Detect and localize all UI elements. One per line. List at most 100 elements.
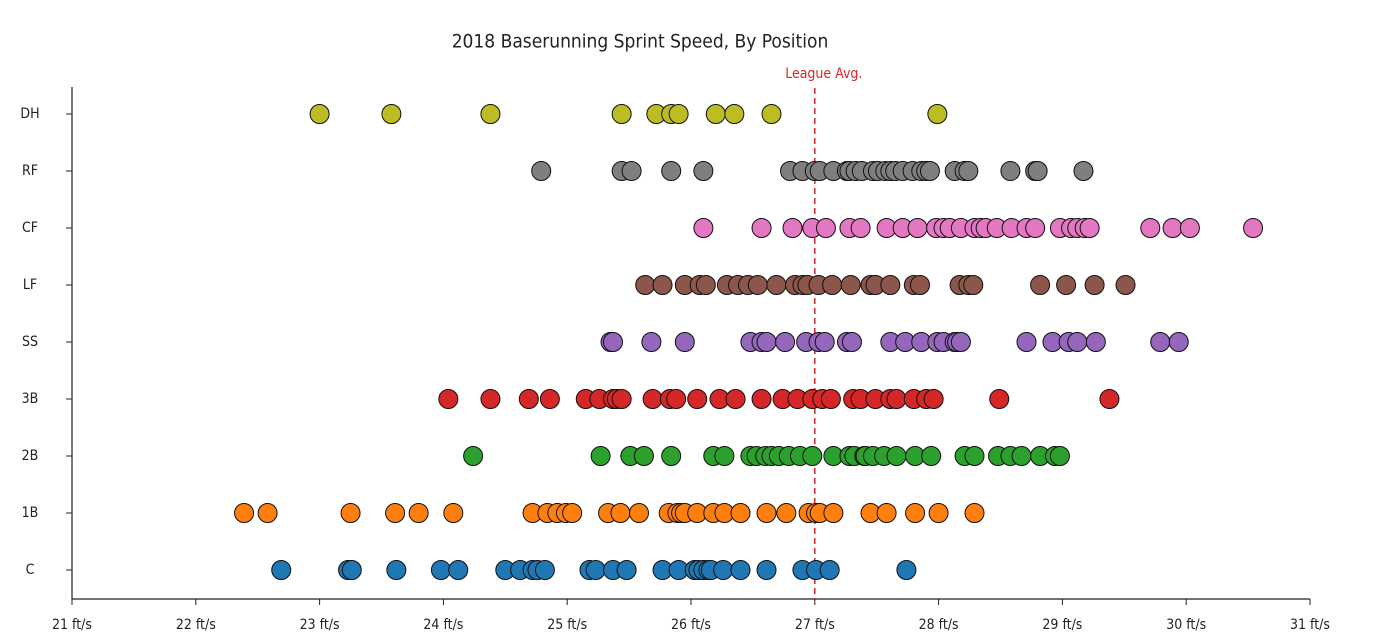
y-tick-label: 2B bbox=[22, 448, 39, 464]
x-tick-label: 23 ft/s bbox=[300, 617, 340, 633]
point bbox=[448, 560, 469, 580]
point bbox=[928, 503, 949, 523]
point bbox=[910, 275, 931, 295]
point bbox=[989, 389, 1010, 409]
point bbox=[531, 161, 552, 181]
point bbox=[1030, 275, 1051, 295]
point bbox=[1085, 332, 1106, 352]
y-tick-label: C bbox=[26, 562, 35, 578]
point bbox=[668, 104, 689, 124]
point bbox=[621, 161, 642, 181]
point bbox=[964, 503, 985, 523]
point bbox=[886, 446, 907, 466]
point bbox=[756, 503, 777, 523]
point bbox=[1179, 218, 1200, 238]
point bbox=[1243, 218, 1264, 238]
x-tick-label: 30 ft/s bbox=[1166, 617, 1206, 633]
point bbox=[518, 389, 539, 409]
point bbox=[950, 332, 971, 352]
point bbox=[963, 275, 984, 295]
point bbox=[896, 560, 917, 580]
point bbox=[751, 389, 772, 409]
point bbox=[562, 503, 583, 523]
point bbox=[850, 218, 871, 238]
point bbox=[730, 503, 751, 523]
point bbox=[661, 446, 682, 466]
point bbox=[958, 161, 979, 181]
point bbox=[340, 503, 361, 523]
y-tick-label: CF bbox=[22, 220, 38, 236]
point bbox=[876, 503, 897, 523]
point bbox=[590, 446, 611, 466]
point bbox=[814, 332, 835, 352]
point bbox=[823, 503, 844, 523]
x-tick-label: 21 ft/s bbox=[52, 617, 92, 633]
point bbox=[271, 560, 292, 580]
point bbox=[724, 104, 745, 124]
point bbox=[695, 275, 716, 295]
point bbox=[1168, 332, 1189, 352]
point bbox=[761, 104, 782, 124]
point bbox=[1140, 218, 1161, 238]
y-tick-label: DH bbox=[20, 106, 39, 122]
point bbox=[714, 446, 735, 466]
point bbox=[693, 161, 714, 181]
x-tick-label: 26 ft/s bbox=[671, 617, 711, 633]
point bbox=[756, 332, 777, 352]
point bbox=[756, 560, 777, 580]
point bbox=[905, 503, 926, 523]
point bbox=[1016, 332, 1037, 352]
point bbox=[766, 275, 787, 295]
point bbox=[1000, 161, 1021, 181]
point bbox=[693, 218, 714, 238]
point bbox=[802, 446, 823, 466]
point bbox=[1027, 161, 1048, 181]
y-tick-label: RF bbox=[22, 163, 38, 179]
point bbox=[652, 275, 673, 295]
point bbox=[1099, 389, 1120, 409]
point bbox=[585, 560, 606, 580]
point bbox=[927, 104, 948, 124]
y-tick-label: 1B bbox=[22, 505, 39, 521]
point bbox=[907, 218, 928, 238]
chart-title: 2018 Baserunning Sprint Speed, By Positi… bbox=[452, 31, 829, 53]
point bbox=[923, 389, 944, 409]
x-tick-label: 24 ft/s bbox=[423, 617, 463, 633]
point bbox=[1025, 218, 1046, 238]
point bbox=[820, 389, 841, 409]
point bbox=[611, 104, 632, 124]
point bbox=[443, 503, 464, 523]
point bbox=[919, 161, 940, 181]
point bbox=[1162, 218, 1183, 238]
point bbox=[705, 104, 726, 124]
point bbox=[386, 560, 407, 580]
point bbox=[381, 104, 402, 124]
point bbox=[534, 560, 555, 580]
point bbox=[921, 446, 942, 466]
y-tick-label: SS bbox=[22, 334, 38, 350]
point bbox=[642, 389, 663, 409]
point bbox=[1011, 446, 1032, 466]
y-tick-label: 3B bbox=[22, 391, 39, 407]
point bbox=[730, 560, 751, 580]
point bbox=[674, 332, 695, 352]
point bbox=[1150, 332, 1171, 352]
point bbox=[629, 503, 650, 523]
point bbox=[616, 560, 637, 580]
point bbox=[687, 389, 708, 409]
point bbox=[815, 218, 836, 238]
point bbox=[385, 503, 406, 523]
point bbox=[880, 275, 901, 295]
point bbox=[751, 218, 772, 238]
point bbox=[641, 332, 662, 352]
point bbox=[841, 332, 862, 352]
x-tick-label: 28 ft/s bbox=[919, 617, 959, 633]
point bbox=[782, 218, 803, 238]
point bbox=[666, 389, 687, 409]
point bbox=[1079, 218, 1100, 238]
point bbox=[408, 503, 429, 523]
x-tick-label: 31 ft/s bbox=[1290, 617, 1330, 633]
point bbox=[886, 389, 907, 409]
point bbox=[341, 560, 362, 580]
